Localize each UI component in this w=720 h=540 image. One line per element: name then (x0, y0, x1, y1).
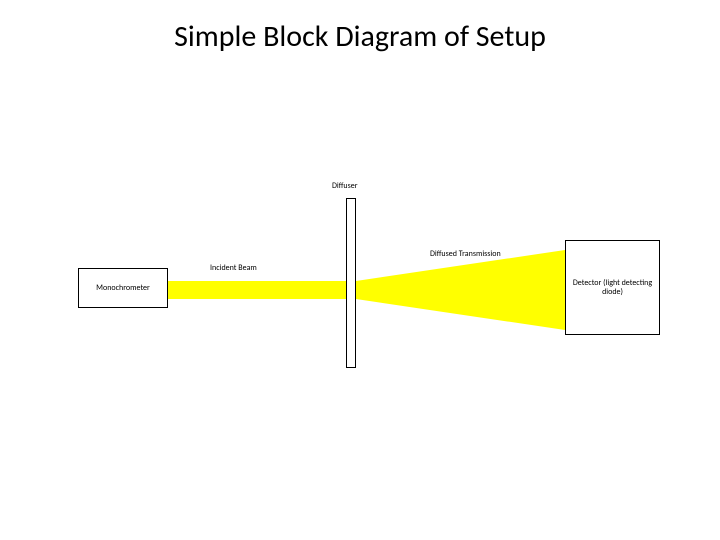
diffuser-label: Diffuser (332, 182, 358, 191)
monochrometer-label: Monochrometer (96, 284, 150, 293)
slide-canvas: Simple Block Diagram of Setup Monochrome… (0, 0, 720, 540)
diffused-transmission-label: Diffused Transmission (430, 250, 501, 259)
incident-beam (166, 281, 346, 299)
detector-box: Detector (light detecting diode) (565, 240, 660, 335)
incident-beam-label: Incident Beam (210, 264, 257, 273)
monochrometer-box: Monochrometer (78, 268, 168, 308)
slide-title: Simple Block Diagram of Setup (0, 18, 720, 55)
diffused-beam-shape (356, 250, 565, 330)
diffuser-block (346, 198, 356, 368)
diffused-beam (356, 250, 565, 330)
detector-label: Detector (light detecting diode) (568, 279, 657, 297)
